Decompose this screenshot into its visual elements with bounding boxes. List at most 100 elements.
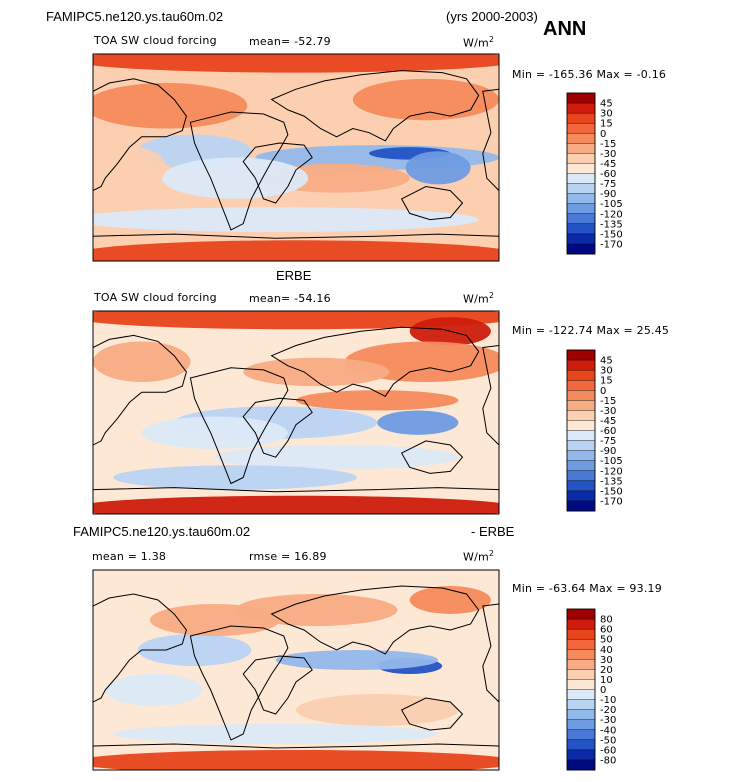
coastline [93, 593, 187, 703]
colorbar-swatch [566, 122, 596, 134]
field-contour [137, 634, 252, 666]
coastline [189, 367, 289, 485]
colorbar-swatch [566, 749, 596, 761]
colorbar-swatch [566, 679, 596, 691]
field-contour [296, 390, 459, 411]
coastline [189, 111, 289, 231]
panel3-mean: mean = 1.38 [92, 550, 167, 563]
colorbar-swatch [566, 709, 596, 721]
colorbar-swatch [566, 739, 596, 751]
colorbar-swatch [566, 369, 596, 381]
field-contour [113, 724, 439, 744]
colorbar-swatch [566, 719, 596, 731]
colorbar-swatch [566, 349, 596, 361]
colorbar-tick-label: 30 [600, 109, 613, 120]
colorbar-tick-label: 80 [600, 615, 613, 626]
colorbar-swatch [566, 379, 596, 391]
colorbar-swatch [566, 193, 596, 205]
coastline [400, 185, 464, 221]
colorbar-tick-label: -10 [600, 695, 616, 706]
colorbar-tick-label: -15 [600, 396, 616, 407]
field-contour [93, 750, 499, 770]
colorbar-swatch [566, 689, 596, 701]
coastline [400, 440, 464, 474]
field-contour [93, 240, 499, 261]
coastline [270, 326, 480, 397]
panel2-variable: TOA SW cloud forcing [94, 291, 217, 304]
panel3-minmax: Min = -63.64 Max = 93.19 [512, 582, 662, 595]
colorbar-swatch [566, 390, 596, 401]
colorbar-tick-label: -90 [600, 446, 616, 457]
colorbar-swatch [566, 470, 596, 482]
map-panel-1 [92, 53, 500, 262]
colorbar-tick-label: -80 [600, 755, 616, 766]
colorbar-swatch [566, 102, 596, 114]
field-contour [105, 674, 203, 706]
field-contour [101, 147, 167, 189]
colorbar-tick-label: 50 [600, 635, 613, 646]
colorbar-swatch [566, 729, 596, 741]
field-contour [93, 311, 499, 330]
panel1-minmax: Min = -165.36 Max = -0.16 [512, 68, 667, 81]
map-frame [92, 310, 500, 515]
colorbar-swatch [566, 213, 596, 225]
coastline [93, 487, 499, 493]
colorbar-tick-label: -120 [600, 209, 623, 220]
colorbar-swatch [566, 430, 596, 442]
field-contour [93, 207, 479, 233]
coastline [270, 70, 480, 142]
panel2-units: W/m2 [463, 291, 495, 306]
colorbar-tick-label: -60 [600, 426, 616, 437]
colorbar-swatch [566, 628, 596, 640]
colorbar-swatch [566, 500, 596, 512]
field-contour [235, 594, 398, 626]
colorbar-swatch [566, 608, 596, 620]
field-contour [141, 416, 288, 450]
field-contour [214, 444, 459, 470]
colorbar-tick-label: -150 [600, 486, 623, 497]
colorbar-swatch [566, 153, 596, 164]
panel2-minmax: Min = -122.74 Max = 25.45 [512, 324, 670, 337]
colorbar-tick-label: -150 [600, 229, 623, 240]
colorbar-tick-label: -75 [600, 179, 616, 190]
coastline [400, 697, 464, 731]
colorbar-tick-label: 10 [600, 675, 613, 686]
colorbar-tick-label: 0 [600, 685, 606, 696]
colorbar-tick-label: 0 [600, 386, 606, 397]
coastline [242, 397, 313, 458]
colorbar-swatch [566, 143, 596, 154]
map-frame [92, 569, 500, 771]
case-name: FAMIPC5.ne120.ys.tau60m.02 [46, 9, 224, 24]
panel1-units: W/m2 [463, 35, 495, 50]
colorbar-swatch [566, 490, 596, 502]
colorbar-tick-label: -135 [600, 476, 623, 487]
field-contour [93, 54, 499, 73]
coastline [270, 585, 480, 655]
colorbar-swatch [566, 233, 596, 245]
panel1-mean: mean= -52.79 [249, 35, 331, 48]
colorbar-tick-label: -105 [600, 456, 623, 467]
field-contour [243, 357, 390, 387]
coastline [93, 233, 499, 239]
colorbar-tick-label: -30 [600, 149, 616, 160]
coastline [482, 344, 499, 446]
colorbar-tick-label: 15 [600, 376, 613, 387]
colorbar-swatch [566, 618, 596, 630]
panel3-title-right: - ERBE [471, 524, 515, 539]
field-contour [113, 465, 357, 490]
map-frame [92, 53, 500, 262]
panel2-mean: mean= -54.16 [249, 292, 331, 305]
colorbar-swatch [566, 223, 596, 235]
coastline [93, 743, 499, 749]
field-contour [352, 78, 499, 121]
colorbar-1: 4530150-15-30-45-60-75-90-105-120-135-15… [566, 92, 623, 255]
years-label: (yrs 2000-2003) [446, 9, 538, 24]
coastline [482, 88, 499, 192]
colorbar-tick-label: 60 [600, 625, 613, 636]
colorbar-tick-label: -30 [600, 406, 616, 417]
colorbar-swatch [566, 173, 596, 185]
colorbar-tick-label: -20 [600, 705, 616, 716]
field-contour [162, 157, 309, 199]
map-panel-3 [92, 569, 500, 771]
